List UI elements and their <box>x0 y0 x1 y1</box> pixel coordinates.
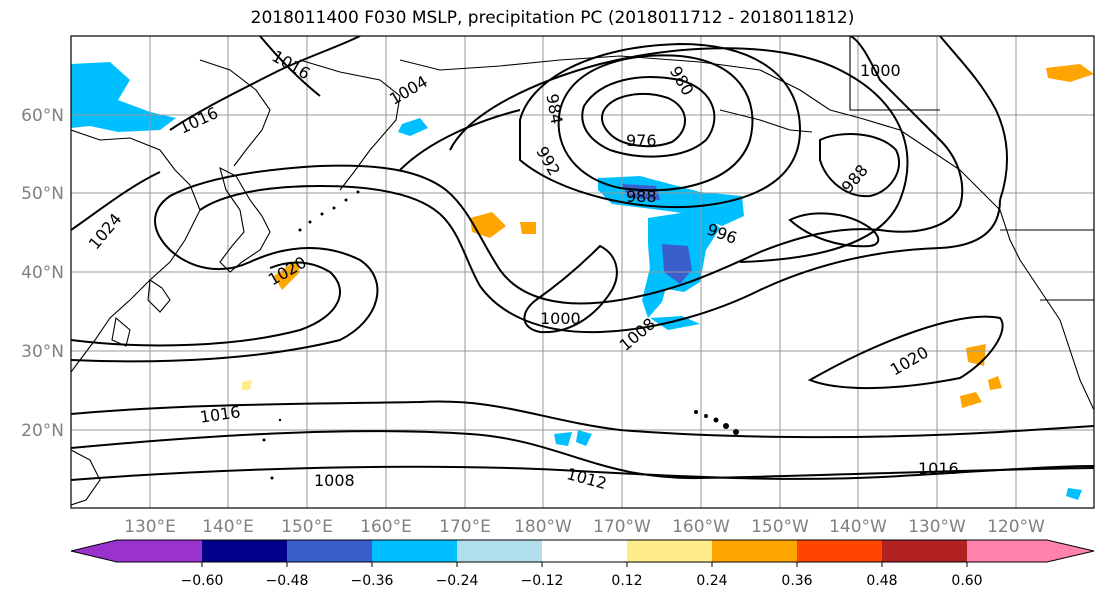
lon-label: 160°E <box>360 517 412 537</box>
lat-label: 60°N <box>21 106 64 126</box>
lon-label: 140°E <box>202 517 254 537</box>
colorbar-tick: −0.36 <box>351 573 394 589</box>
colorbar-tick: 0.48 <box>866 573 897 589</box>
colorbar-tick: 0.24 <box>696 573 727 589</box>
lat-label: 50°N <box>21 184 64 204</box>
longitude-labels: 130°E 140°E 150°E 160°E 170°E 180°W 170°… <box>124 517 1045 537</box>
colorbar-tick: −0.24 <box>436 573 479 589</box>
colorbar-segment <box>457 540 542 562</box>
colorbar-tick: 0.60 <box>951 573 982 589</box>
colorbar-segment <box>542 540 627 562</box>
lon-label: 170°E <box>439 517 491 537</box>
lat-label: 40°N <box>21 263 64 283</box>
colorbar-segment <box>117 540 202 562</box>
isobar-label: 976 <box>626 131 657 150</box>
isobar-label: 988 <box>626 187 657 206</box>
map-title: 2018011400 F030 MSLP, precipitation PC (… <box>250 8 855 28</box>
lon-label: 160°W <box>672 517 730 537</box>
colorbar-tick: 0.12 <box>611 573 642 589</box>
map-border <box>70 35 1095 509</box>
lon-label: 170°W <box>593 517 651 537</box>
lon-label: 140°W <box>829 517 887 537</box>
lon-label: 130°E <box>124 517 176 537</box>
colorbar-segment <box>967 540 1047 562</box>
colorbar-segment <box>202 540 287 562</box>
latitude-labels: 60°N 50°N 40°N 30°N 20°N <box>21 106 64 441</box>
colorbar-segment <box>287 540 372 562</box>
colorbar: −0.60 −0.48 −0.36 −0.24 −0.12 0.12 0.24 … <box>70 539 1095 589</box>
lon-label: 150°W <box>751 517 809 537</box>
lon-label: 120°W <box>987 517 1045 537</box>
lat-label: 30°N <box>21 342 64 362</box>
lon-label: 180°W <box>514 517 572 537</box>
colorbar-min-extend <box>71 540 117 562</box>
lon-label: 150°E <box>281 517 333 537</box>
colorbar-segment <box>372 540 457 562</box>
islands <box>262 190 739 480</box>
isobars <box>71 36 1094 481</box>
isobar-label: 1016 <box>918 459 959 478</box>
colorbar-segment <box>627 540 712 562</box>
colorbar-tick: −0.60 <box>181 573 224 589</box>
colorbar-tick: −0.48 <box>266 573 309 589</box>
colorbar-segment <box>882 540 967 562</box>
colorbar-segment <box>797 540 882 562</box>
lon-label: 130°W <box>908 517 966 537</box>
isobar-label: 1000 <box>860 61 901 80</box>
colorbar-max-extend <box>1047 540 1094 562</box>
colorbar-tick: −0.12 <box>521 573 564 589</box>
lat-label: 20°N <box>21 421 64 441</box>
isobar-label: 1008 <box>314 471 355 490</box>
colorbar-segment <box>712 540 797 562</box>
isobar-label: 1000 <box>540 309 581 328</box>
colorbar-tick: 0.36 <box>781 573 812 589</box>
